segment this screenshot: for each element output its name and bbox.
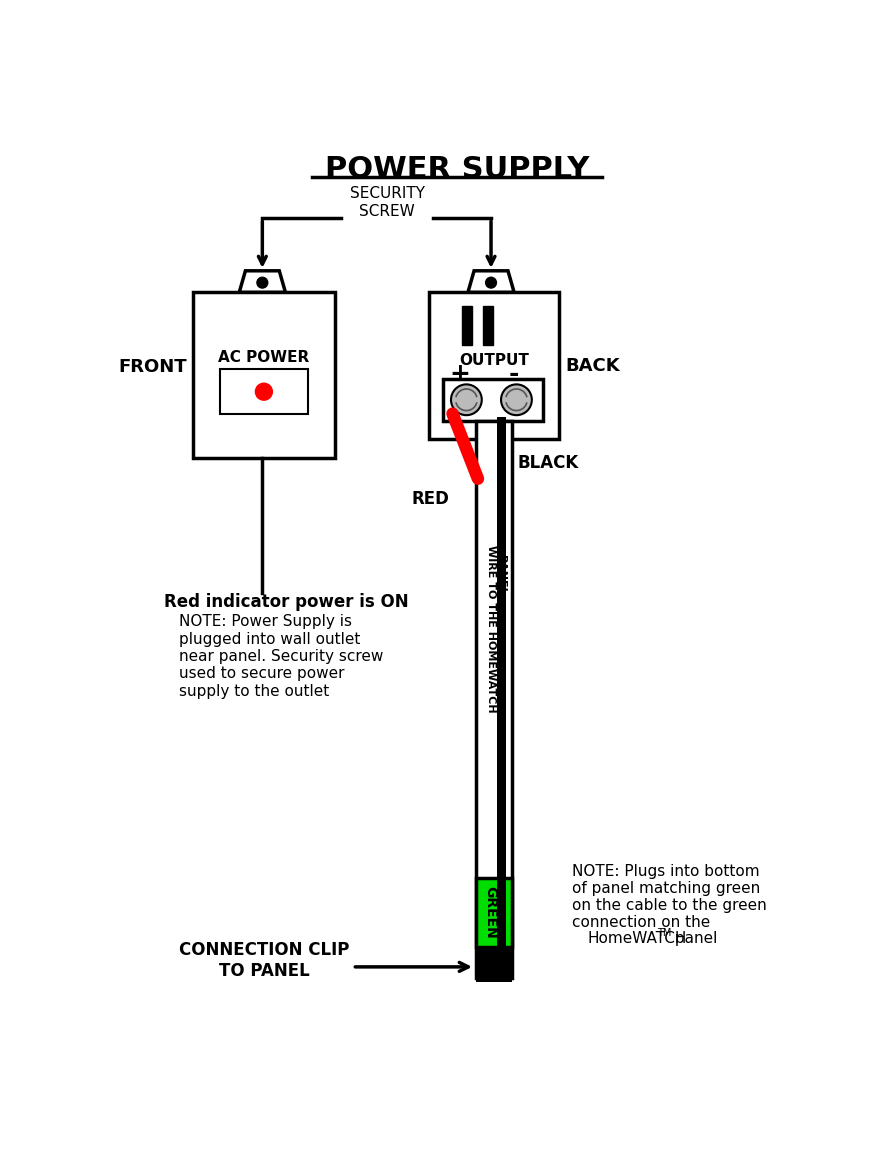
Bar: [476, 877, 512, 947]
Text: OUTPUT: OUTPUT: [459, 353, 529, 368]
Bar: [220, 369, 308, 414]
Text: on the cable to the green: on the cable to the green: [572, 897, 766, 912]
Text: panel: panel: [671, 932, 718, 947]
Bar: [193, 293, 334, 458]
Text: TM: TM: [657, 928, 671, 939]
Text: NOTE: Plugs into bottom: NOTE: Plugs into bottom: [572, 864, 759, 879]
Text: RED: RED: [411, 490, 450, 508]
Text: +: +: [450, 362, 471, 386]
Text: SECURITY
SCREW: SECURITY SCREW: [350, 186, 425, 219]
Bar: [476, 421, 512, 978]
Text: BLACK: BLACK: [518, 454, 579, 473]
Text: FRONT: FRONT: [119, 359, 187, 376]
Bar: [429, 293, 558, 438]
Text: Red indicator power is ON: Red indicator power is ON: [164, 593, 409, 611]
Text: of panel matching green: of panel matching green: [572, 881, 760, 896]
Text: connection on the: connection on the: [572, 914, 710, 929]
Text: GREEN: GREEN: [483, 886, 497, 939]
Bar: [483, 307, 493, 345]
Text: POWER SUPPLY: POWER SUPPLY: [325, 156, 590, 184]
Polygon shape: [239, 271, 285, 293]
Circle shape: [451, 384, 482, 415]
Circle shape: [501, 384, 532, 415]
Text: PANEL: PANEL: [496, 555, 506, 595]
Text: HomeWATCH: HomeWATCH: [587, 932, 687, 947]
Circle shape: [485, 277, 497, 288]
Circle shape: [257, 277, 268, 288]
Text: -: -: [509, 362, 519, 386]
Circle shape: [255, 383, 272, 400]
Text: CONNECTION CLIP
TO PANEL: CONNECTION CLIP TO PANEL: [178, 941, 349, 980]
Text: BACK: BACK: [565, 356, 620, 375]
Bar: [497, 417, 506, 978]
Bar: [443, 378, 543, 421]
Bar: [462, 307, 472, 345]
Text: AC POWER: AC POWER: [219, 351, 310, 366]
Bar: [476, 947, 512, 981]
Polygon shape: [468, 271, 514, 293]
Text: WIRE TO THE HOMEWATCH: WIRE TO THE HOMEWATCH: [486, 545, 496, 713]
Text: NOTE: Power Supply is
plugged into wall outlet
near panel. Security screw
used t: NOTE: Power Supply is plugged into wall …: [179, 615, 384, 699]
Bar: [497, 877, 506, 947]
